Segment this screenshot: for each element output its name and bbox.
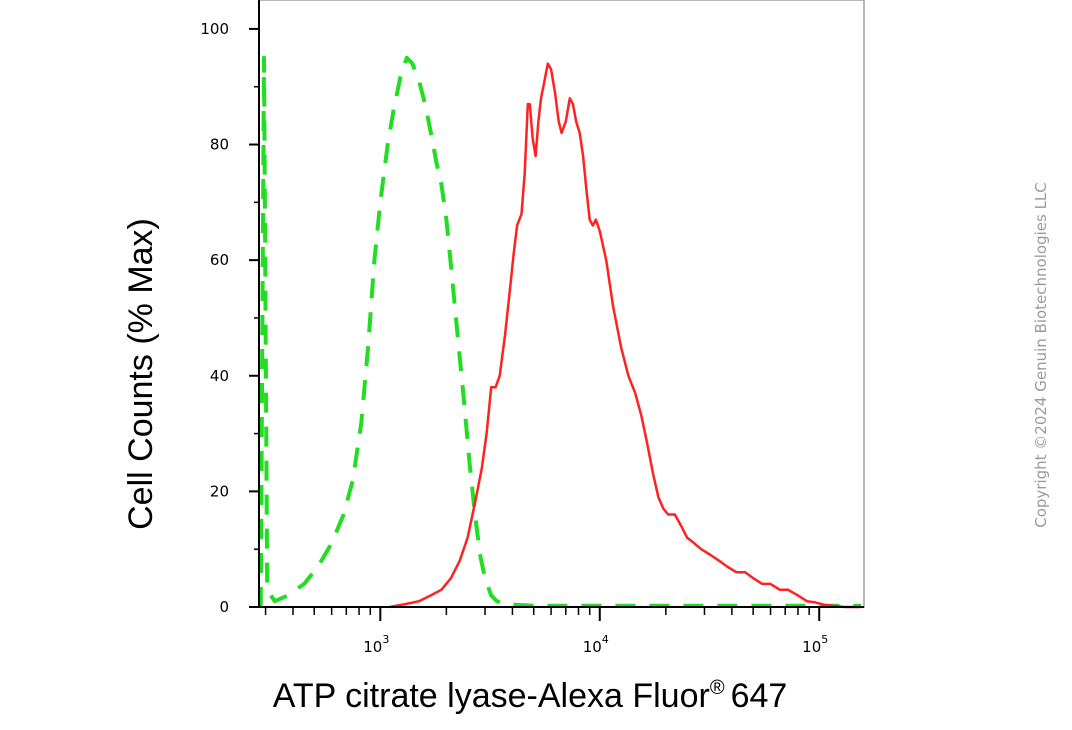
x-tick-label: 104: [583, 633, 609, 656]
y-tick-label: 0: [219, 598, 229, 616]
y-tick-label: 100: [200, 20, 229, 38]
y-tick-label: 80: [210, 136, 229, 154]
y-tick-label: 60: [210, 251, 229, 269]
x-axis-title-suffix: 647: [731, 677, 788, 715]
y-tick-label: 20: [210, 482, 229, 500]
copyright-watermark: Copyright ©2024 Genuin Biotechnologies L…: [1032, 182, 1050, 528]
y-axis-ticks: 0 20 40 60 80 100: [200, 20, 259, 616]
series-layer: [259, 55, 861, 609]
series-line-isotype-control: [259, 55, 861, 608]
y-tick-label: 40: [210, 367, 229, 385]
x-tick-label: 105: [802, 633, 828, 656]
y-axis-title: Cell Counts (% Max): [122, 218, 160, 530]
x-tick-label: 103: [363, 633, 389, 656]
x-axis-title-registered-mark: ®: [710, 677, 725, 699]
x-axis-title: ATP citrate lyase-Alexa Fluor® 647: [273, 677, 788, 715]
x-axis-ticks: 103 104 105: [264, 607, 828, 656]
series-line-sample: [389, 62, 861, 609]
x-axis-title-main: ATP citrate lyase-Alexa Fluor: [273, 677, 710, 715]
plot-frame: [258, 0, 865, 608]
